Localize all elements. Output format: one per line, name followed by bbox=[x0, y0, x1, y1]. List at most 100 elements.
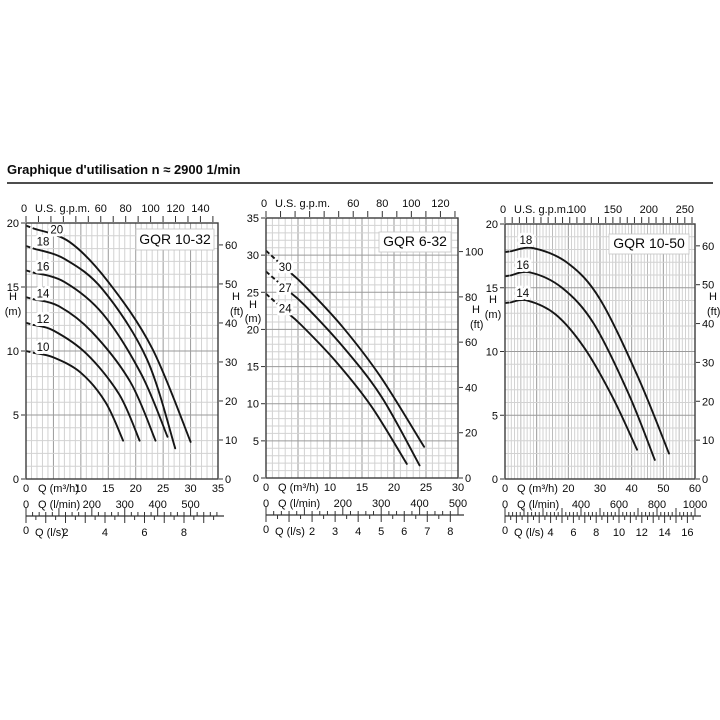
right-axis: 60 50 40 30 20 10 0 H (ft) bbox=[696, 241, 720, 486]
svg-text:0: 0 bbox=[261, 198, 267, 210]
chart-gqr-10-32: 0 U.S. g.p.m. 60 80 100 120 140201816141210GQR… bbox=[5, 203, 244, 539]
svg-text:10: 10 bbox=[247, 399, 259, 411]
svg-text:8: 8 bbox=[447, 526, 453, 538]
svg-text:15: 15 bbox=[7, 282, 19, 294]
svg-text:20: 20 bbox=[225, 396, 237, 408]
m3h-axis: 0 Q (m³/h)10 15 20 25 30 35 bbox=[23, 483, 224, 495]
svg-text:U.S. g.p.m.: U.S. g.p.m. bbox=[275, 198, 330, 210]
svg-text:4: 4 bbox=[102, 527, 108, 539]
svg-text:Q (m³/h): Q (m³/h) bbox=[517, 483, 558, 495]
svg-text:(ft): (ft) bbox=[707, 306, 720, 318]
svg-text:H: H bbox=[709, 291, 717, 303]
svg-text:300: 300 bbox=[372, 498, 390, 510]
svg-text:7: 7 bbox=[424, 526, 430, 538]
curve-10: 10 bbox=[25, 339, 125, 442]
svg-text:0: 0 bbox=[492, 474, 498, 486]
curve-label-18: 18 bbox=[520, 235, 533, 247]
svg-text:0: 0 bbox=[13, 474, 19, 486]
svg-text:600: 600 bbox=[610, 499, 628, 511]
left-axis: 35 30 25 20 15 10 5 0 H (m) bbox=[245, 213, 265, 485]
svg-text:500: 500 bbox=[181, 499, 199, 511]
svg-text:10: 10 bbox=[75, 483, 87, 495]
svg-text:10: 10 bbox=[702, 435, 714, 447]
curve-label-20: 20 bbox=[50, 224, 63, 236]
svg-text:400: 400 bbox=[410, 498, 428, 510]
right-axis: 60 50 40 30 20 10 0 H (ft) bbox=[219, 240, 243, 486]
svg-text:6: 6 bbox=[401, 526, 407, 538]
model-name: GQR 10-50 bbox=[613, 235, 685, 251]
svg-text:40: 40 bbox=[702, 319, 714, 331]
ls-axis: 0 Q (l/s)2 4 6 8 bbox=[23, 516, 215, 539]
model-label: GQR 6-32 bbox=[378, 231, 452, 253]
svg-text:0: 0 bbox=[23, 483, 29, 495]
svg-text:40: 40 bbox=[626, 483, 638, 495]
svg-text:400: 400 bbox=[572, 499, 590, 511]
right-axis: 100 80 60 40 20 0 H (ft) bbox=[459, 247, 483, 485]
svg-text:0: 0 bbox=[253, 473, 259, 485]
curve-12: 12 bbox=[25, 311, 141, 442]
model-name: GQR 10-32 bbox=[139, 231, 211, 247]
svg-text:60: 60 bbox=[689, 483, 701, 495]
model-label: GQR 10-32 bbox=[135, 228, 215, 251]
svg-text:25: 25 bbox=[157, 483, 169, 495]
svg-text:5: 5 bbox=[492, 410, 498, 422]
curve-label-16: 16 bbox=[37, 262, 50, 274]
svg-text:H: H bbox=[249, 299, 257, 311]
svg-text:200: 200 bbox=[334, 498, 352, 510]
svg-text:0: 0 bbox=[263, 482, 269, 494]
svg-text:30: 30 bbox=[594, 483, 606, 495]
model-name: GQR 6-32 bbox=[383, 233, 447, 249]
svg-text:10: 10 bbox=[225, 435, 237, 447]
svg-text:30: 30 bbox=[184, 483, 196, 495]
svg-text:2: 2 bbox=[62, 527, 68, 539]
svg-text:40: 40 bbox=[465, 382, 477, 394]
svg-text:25: 25 bbox=[420, 482, 432, 494]
svg-text:500: 500 bbox=[449, 498, 467, 510]
svg-text:8: 8 bbox=[181, 527, 187, 539]
svg-text:0: 0 bbox=[21, 203, 27, 215]
svg-text:150: 150 bbox=[604, 204, 622, 216]
svg-text:H: H bbox=[9, 291, 17, 303]
svg-text:4: 4 bbox=[355, 526, 361, 538]
svg-text:1000: 1000 bbox=[683, 499, 707, 511]
curve-27: 27 bbox=[265, 270, 421, 467]
figure-title: Graphique d'utilisation n ≈ 2900 1/min bbox=[7, 162, 713, 184]
m3h-axis: 0 Q (m³/h) 10 15 20 25 30 bbox=[263, 482, 464, 494]
svg-text:Q (l/s): Q (l/s) bbox=[275, 526, 305, 538]
svg-text:5: 5 bbox=[13, 410, 19, 422]
svg-text:(m): (m) bbox=[245, 313, 262, 325]
svg-text:15: 15 bbox=[102, 483, 114, 495]
svg-text:80: 80 bbox=[120, 203, 132, 215]
svg-text:10: 10 bbox=[486, 347, 498, 359]
svg-text:80: 80 bbox=[376, 198, 388, 210]
svg-text:60: 60 bbox=[225, 240, 237, 252]
svg-text:20: 20 bbox=[388, 482, 400, 494]
plot-border bbox=[504, 223, 696, 480]
m3h-axis: 0 Q (m³/h) 20 30 40 50 60 bbox=[502, 483, 701, 495]
svg-text:H: H bbox=[472, 304, 480, 316]
svg-text:U.S. g.p.m.: U.S. g.p.m. bbox=[514, 204, 569, 216]
svg-text:35: 35 bbox=[247, 213, 259, 225]
svg-text:60: 60 bbox=[465, 337, 477, 349]
curve-20: 20 bbox=[25, 221, 192, 443]
ls-axis: 0 Q (l/s) 2 3 4 5 6 7 8 bbox=[263, 515, 453, 538]
svg-text:50: 50 bbox=[225, 279, 237, 291]
lmin-axis: 0 Q (l/min) 200 300 400 500 bbox=[263, 498, 467, 516]
curve-24: 24 bbox=[265, 293, 408, 465]
svg-text:Q (l/min): Q (l/min) bbox=[38, 499, 80, 511]
svg-text:100: 100 bbox=[141, 203, 159, 215]
gpm-axis: 0 U.S. g.p.m. 60 80 100 120 bbox=[261, 198, 456, 217]
left-axis: 20 15 10 5 0 H (m) bbox=[485, 219, 504, 486]
svg-text:12: 12 bbox=[636, 527, 648, 539]
svg-text:5: 5 bbox=[253, 436, 259, 448]
curve-label-16: 16 bbox=[516, 260, 529, 272]
grid bbox=[505, 224, 695, 479]
svg-text:35: 35 bbox=[212, 483, 224, 495]
curve-14: 14 bbox=[504, 285, 639, 451]
svg-text:(m): (m) bbox=[5, 306, 22, 318]
svg-text:0: 0 bbox=[263, 524, 269, 536]
svg-text:30: 30 bbox=[247, 250, 259, 262]
svg-text:Q (l/min): Q (l/min) bbox=[517, 499, 559, 511]
svg-text:10: 10 bbox=[7, 346, 19, 358]
